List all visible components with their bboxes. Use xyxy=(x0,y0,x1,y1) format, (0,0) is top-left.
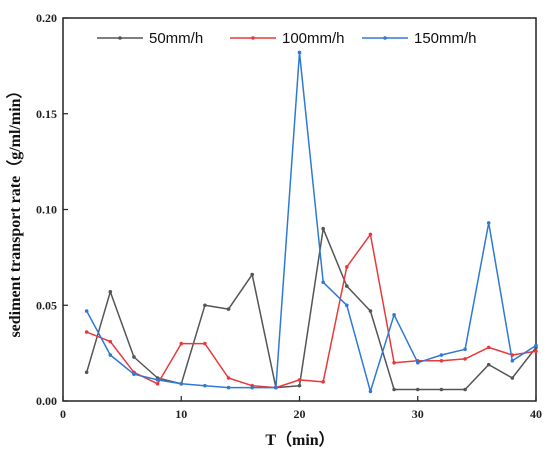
data-point xyxy=(297,378,302,382)
data-point xyxy=(510,358,515,363)
data-point xyxy=(226,385,231,390)
data-point xyxy=(439,358,444,363)
data-point xyxy=(392,313,396,317)
data-point xyxy=(486,345,491,350)
data-point xyxy=(463,387,467,392)
data-point xyxy=(368,232,373,237)
legend-label: 50mm/h xyxy=(149,30,203,47)
data-point xyxy=(108,290,113,294)
data-point xyxy=(203,341,207,346)
data-point xyxy=(415,387,420,392)
data-point xyxy=(415,360,420,365)
data-point xyxy=(439,387,444,392)
data-point xyxy=(534,343,538,348)
data-point xyxy=(510,376,515,380)
x-tick-label: 40 xyxy=(530,407,542,421)
data-point xyxy=(203,383,207,388)
legend-item: 150mm/h xyxy=(362,30,477,47)
data-point xyxy=(155,378,160,382)
data-point xyxy=(179,341,184,346)
y-tick-label: 0.10 xyxy=(36,203,57,217)
data-point xyxy=(392,360,396,365)
legend-label: 150mm/h xyxy=(414,30,477,47)
y-tick-label: 0.15 xyxy=(36,107,57,121)
data-point xyxy=(439,353,444,357)
data-point xyxy=(534,349,538,354)
data-point xyxy=(486,221,491,225)
data-point xyxy=(368,389,373,394)
x-tick-label: 0 xyxy=(60,407,66,421)
data-point xyxy=(155,381,160,386)
x-tick-label: 20 xyxy=(294,407,306,421)
data-point xyxy=(250,385,254,390)
series-layer xyxy=(84,50,538,394)
data-point xyxy=(132,372,136,376)
data-point xyxy=(84,370,89,375)
series-line xyxy=(85,227,537,391)
y-tick-label: 0.20 xyxy=(36,11,57,25)
data-point xyxy=(345,284,349,288)
data-point xyxy=(321,380,325,384)
data-point xyxy=(84,309,89,313)
legend-marker xyxy=(383,36,387,40)
data-point xyxy=(179,381,184,386)
data-point xyxy=(368,309,373,313)
legend-marker xyxy=(118,36,122,40)
data-point xyxy=(132,355,136,359)
data-point xyxy=(108,339,113,344)
data-point xyxy=(345,303,349,308)
y-axis-title: sediment transport rate（g/ml/min） xyxy=(6,82,24,337)
data-point xyxy=(226,376,231,380)
legend-item: 100mm/h xyxy=(230,30,345,47)
data-point xyxy=(297,50,302,55)
x-tick-label: 10 xyxy=(175,407,187,421)
data-point xyxy=(203,303,207,308)
data-point xyxy=(321,226,325,231)
data-point xyxy=(108,353,113,357)
series-line xyxy=(86,233,537,389)
data-point xyxy=(321,280,325,285)
legend-item: 50mm/h xyxy=(97,30,203,47)
series-line xyxy=(86,51,537,393)
x-axis: 0 10 20 30 40 xyxy=(60,396,542,421)
y-tick-label: 0.00 xyxy=(36,394,57,408)
x-axis-title: T（min） xyxy=(265,431,334,449)
legend-marker xyxy=(251,36,255,40)
series-50mm/h xyxy=(84,226,538,392)
data-point xyxy=(463,347,467,352)
plot-frame xyxy=(62,17,537,402)
y-tick-label: 0.05 xyxy=(36,298,57,312)
y-axis: 0.00 0.05 0.10 0.15 0.20 xyxy=(36,11,68,408)
legend: 50mm/h 100mm/h 150mm/h xyxy=(97,30,477,47)
legend-label: 100mm/h xyxy=(282,30,345,47)
data-point xyxy=(250,272,254,277)
data-point xyxy=(274,385,278,390)
data-point xyxy=(486,362,491,367)
data-point xyxy=(345,265,349,269)
data-point xyxy=(392,387,396,392)
data-point xyxy=(226,307,231,311)
data-point xyxy=(463,357,467,361)
series-150mm/h xyxy=(84,50,538,394)
data-point xyxy=(297,383,302,388)
x-tick-label: 30 xyxy=(412,407,424,421)
data-point xyxy=(84,330,89,334)
